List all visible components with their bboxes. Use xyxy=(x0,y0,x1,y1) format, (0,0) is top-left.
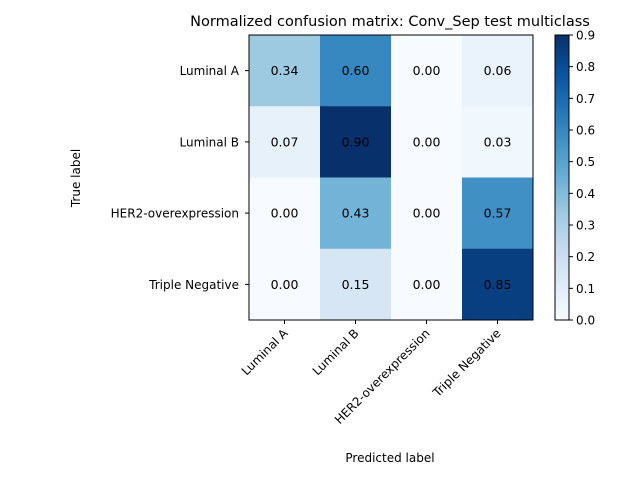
colorbar-tick-label: 0.9 xyxy=(576,29,595,43)
heatmap-frame xyxy=(248,34,534,321)
colorbar-gradient xyxy=(554,34,570,321)
colorbar-tick-label: 0.5 xyxy=(576,155,595,169)
cell-value-label: 0.00 xyxy=(413,63,441,78)
cell-value-label: 0.00 xyxy=(413,134,441,149)
colorbar: 0.0 0.1 0.2 0.3 0.4 0.5 0.6 0.7 0.8 0.9 xyxy=(554,29,595,328)
cell-value-label: 0.43 xyxy=(342,206,370,221)
cell-value-label: 0.34 xyxy=(271,63,299,78)
colorbar-tick-label: 0.3 xyxy=(576,219,595,233)
heatmap-cell xyxy=(462,35,534,107)
colorbar-tick-label: 0.1 xyxy=(576,282,595,296)
colorbar-tick-label: 0.7 xyxy=(576,92,595,106)
heatmap-cell xyxy=(320,177,392,250)
y-tick-label: Luminal B xyxy=(180,135,239,149)
heatmap-cell xyxy=(320,106,392,178)
cell-value-label: 0.03 xyxy=(484,134,512,149)
cell-value-label: 0.00 xyxy=(413,277,441,292)
heatmap-cell xyxy=(391,177,463,250)
heatmap-cell xyxy=(462,177,534,250)
x-axis-ticks: Luminal A Luminal BHER2-overexpressionTri… xyxy=(239,320,504,427)
cell-value-label: 0.00 xyxy=(413,206,441,221)
heatmap-cells: 0.34 0.60 0.00 0.06 0.07 0.90 0.00 0.03 0.00 0.43… xyxy=(249,35,534,321)
y-axis-ticks: Luminal A Luminal B HER2-overexpression Tri… xyxy=(111,64,249,292)
colorbar-tick-label: 0.2 xyxy=(576,250,595,264)
heatmap-cell xyxy=(249,35,321,107)
colorbar-tick-label: 0.4 xyxy=(576,187,595,201)
heatmap-cell xyxy=(249,106,321,178)
colorbar-tick-label: 0.8 xyxy=(576,60,595,74)
heatmap-cell xyxy=(320,248,392,321)
x-axis-label: Predicted label xyxy=(345,451,434,465)
y-tick-label: Luminal A xyxy=(180,64,240,78)
heatmap-cell xyxy=(320,35,392,107)
heatmap-cell xyxy=(391,35,463,107)
colorbar-tick-label: 0.6 xyxy=(576,124,595,138)
cell-value-label: 0.85 xyxy=(484,277,512,292)
y-tick-label: HER2-overexpression xyxy=(111,207,239,221)
cell-value-label: 0.00 xyxy=(271,277,299,292)
heatmap-cell xyxy=(391,248,463,321)
x-tick-label: Triple Negative xyxy=(429,326,503,400)
chart-title: Normalized confusion matrix: Conv_Sep te… xyxy=(190,14,590,30)
y-axis-label: True label xyxy=(69,149,83,208)
x-tick-label: Luminal B xyxy=(310,326,362,378)
heatmap-cell xyxy=(249,248,321,321)
cell-value-label: 0.57 xyxy=(484,206,512,221)
cell-value-label: 0.06 xyxy=(484,63,512,78)
colorbar-tick-label: 0.0 xyxy=(576,314,595,328)
cell-value-label: 0.90 xyxy=(342,134,370,149)
heatmap-cell xyxy=(391,106,463,178)
cell-value-label: 0.00 xyxy=(271,206,299,221)
heatmap-cell xyxy=(462,248,534,321)
heatmap-cell xyxy=(462,106,534,178)
cell-value-label: 0.60 xyxy=(342,63,370,78)
cell-value-label: 0.07 xyxy=(271,134,299,149)
y-tick-label: Triple Negative xyxy=(148,278,239,292)
heatmap-cell xyxy=(249,177,321,250)
cell-value-label: 0.15 xyxy=(342,277,370,292)
x-tick-label: Luminal A xyxy=(239,326,291,378)
